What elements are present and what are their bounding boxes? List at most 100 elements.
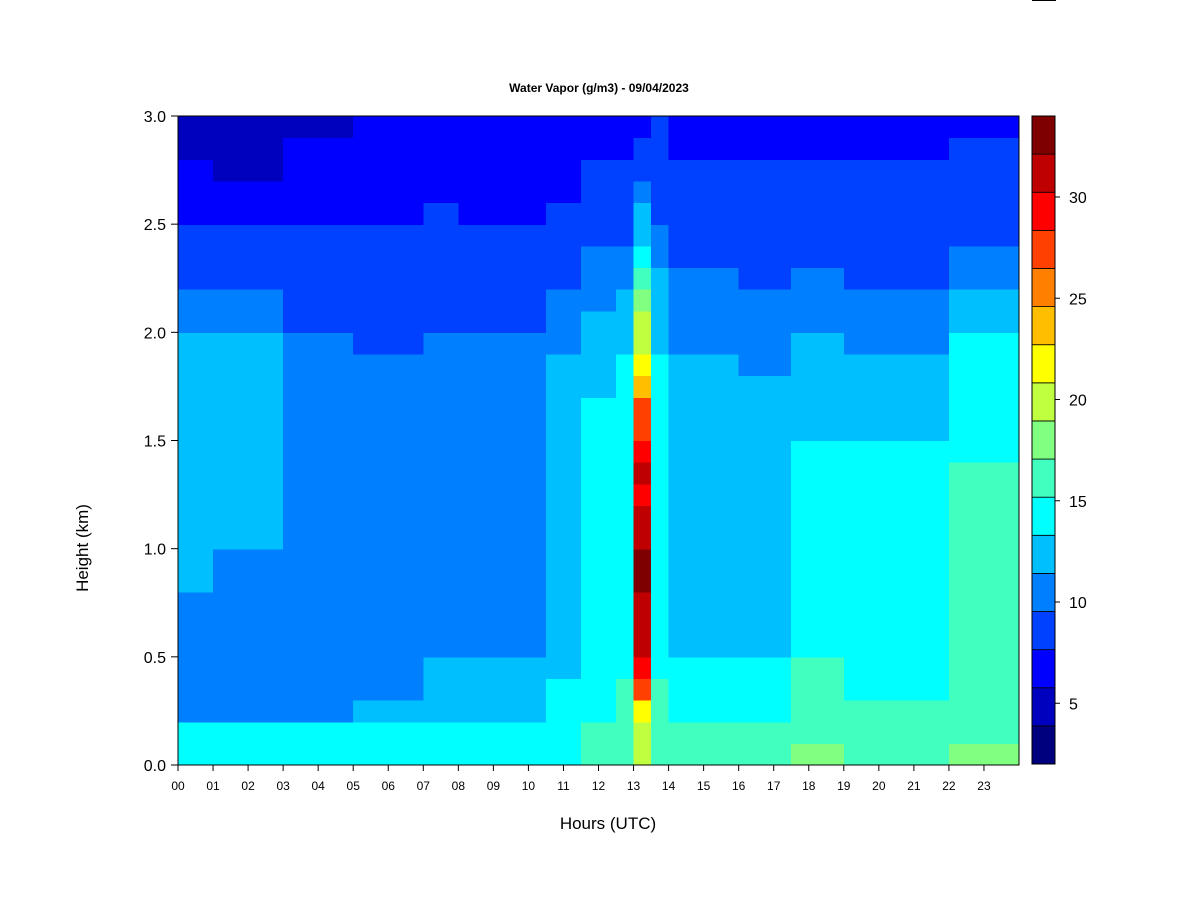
heatmap-cell — [668, 678, 740, 701]
heatmap-cell — [948, 289, 1020, 312]
heatmap-cell — [580, 635, 617, 658]
heatmap-cell — [738, 289, 792, 312]
heatmap-cell — [948, 245, 1020, 269]
heatmap-cell — [738, 180, 792, 204]
heatmap-cell — [545, 721, 582, 744]
heatmap-cell — [668, 613, 740, 636]
heatmap-cell — [791, 635, 845, 658]
heatmap-cell — [668, 721, 740, 744]
heatmap-cell — [283, 505, 354, 528]
heatmap-cell — [458, 116, 547, 139]
heatmap-cell — [545, 656, 582, 680]
heatmap-cell — [948, 267, 1020, 290]
heatmap-cell — [668, 267, 740, 290]
heatmap-cell — [580, 224, 617, 247]
x-tick-label: 21 — [907, 779, 921, 793]
heatmap-cell — [423, 180, 459, 204]
heatmap-cell — [283, 353, 354, 377]
heatmap-cell — [283, 397, 354, 420]
heatmap-cell — [791, 267, 845, 290]
heatmap-cell — [283, 418, 354, 442]
heatmap-cell — [423, 159, 459, 182]
heatmap-cell — [633, 116, 652, 139]
heatmap-cell — [738, 116, 792, 139]
heatmap-cell — [738, 613, 792, 636]
heatmap-cell — [948, 332, 1020, 355]
heatmap-cell — [616, 267, 635, 290]
heatmap-cell — [423, 116, 459, 139]
heatmap-cell — [353, 656, 424, 680]
heatmap-cell — [668, 397, 740, 420]
heatmap-cell — [668, 570, 740, 593]
heatmap-cell — [791, 462, 845, 485]
heatmap-cell — [738, 483, 792, 506]
heatmap-cell — [633, 137, 652, 160]
heatmap-cell — [458, 613, 547, 636]
heatmap-cell — [651, 289, 670, 312]
heatmap-cell — [283, 310, 354, 333]
heatmap-cell — [651, 462, 670, 485]
heatmap-cell — [458, 332, 547, 355]
heatmap-cell — [458, 700, 547, 723]
heatmap-cell — [580, 116, 617, 139]
heatmap-cell — [353, 548, 424, 571]
colorbar-tick-label: 25 — [1069, 291, 1087, 308]
heatmap-cell — [616, 397, 635, 420]
heatmap-cell — [458, 656, 547, 680]
heatmap-cell — [651, 570, 670, 593]
heatmap-cell — [353, 505, 424, 528]
colorbar-swatch — [1031, 420, 1056, 460]
heatmap-cell — [353, 721, 424, 744]
heatmap-cell — [458, 224, 547, 247]
heatmap-cell — [423, 310, 459, 333]
heatmap-cell — [616, 591, 635, 615]
heatmap-cell — [545, 418, 582, 442]
heatmap-cell — [353, 700, 424, 723]
heatmap-cell — [633, 570, 652, 593]
y-tick-label: 3.0 — [144, 109, 166, 126]
heatmap-cell — [458, 462, 547, 485]
heatmap-cell — [283, 721, 354, 744]
heatmap-cell — [633, 505, 652, 528]
heatmap-cell — [668, 289, 740, 312]
heatmap-cell — [843, 116, 950, 139]
heatmap-cell — [580, 159, 617, 182]
heatmap-cell — [283, 656, 354, 680]
x-tick-label: 20 — [872, 779, 886, 793]
heatmap-cell — [616, 310, 635, 333]
heatmap-cell — [948, 397, 1020, 420]
heatmap-cell — [668, 180, 740, 204]
heatmap-cell — [458, 505, 547, 528]
heatmap-cell — [668, 743, 740, 766]
heatmap-cell — [668, 418, 740, 442]
colorbar-swatch — [1031, 191, 1056, 231]
heatmap-cell — [458, 289, 547, 312]
heatmap-cell — [545, 483, 582, 506]
heatmap-cell — [651, 418, 670, 442]
heatmap-cell — [791, 483, 845, 506]
heatmap-cell — [213, 180, 284, 204]
colorbar-swatch — [1031, 573, 1056, 612]
x-tick-label: 10 — [522, 779, 536, 793]
heatmap-cell — [633, 527, 652, 550]
heatmap-cell — [178, 202, 214, 225]
x-tick-label: 13 — [627, 779, 641, 793]
heatmap-cell — [213, 591, 284, 615]
heatmap-cell — [843, 224, 950, 247]
heatmap-cell — [616, 116, 635, 139]
heatmap-cell — [580, 527, 617, 550]
heatmap-cell — [283, 483, 354, 506]
heatmap-cell — [616, 159, 635, 182]
heatmap-cell — [738, 159, 792, 182]
colorbar-swatch — [1031, 649, 1056, 689]
heatmap-cell — [178, 159, 214, 182]
heatmap-cell — [353, 332, 424, 355]
heatmap-cell — [178, 116, 214, 139]
heatmap-cell — [738, 527, 792, 550]
heatmap-cell — [213, 548, 284, 571]
heatmap-cell — [843, 202, 950, 225]
heatmap-cell — [178, 570, 214, 593]
heatmap-cell — [668, 656, 740, 680]
heatmap-cell — [545, 137, 582, 160]
heatmap-cell — [738, 440, 792, 463]
